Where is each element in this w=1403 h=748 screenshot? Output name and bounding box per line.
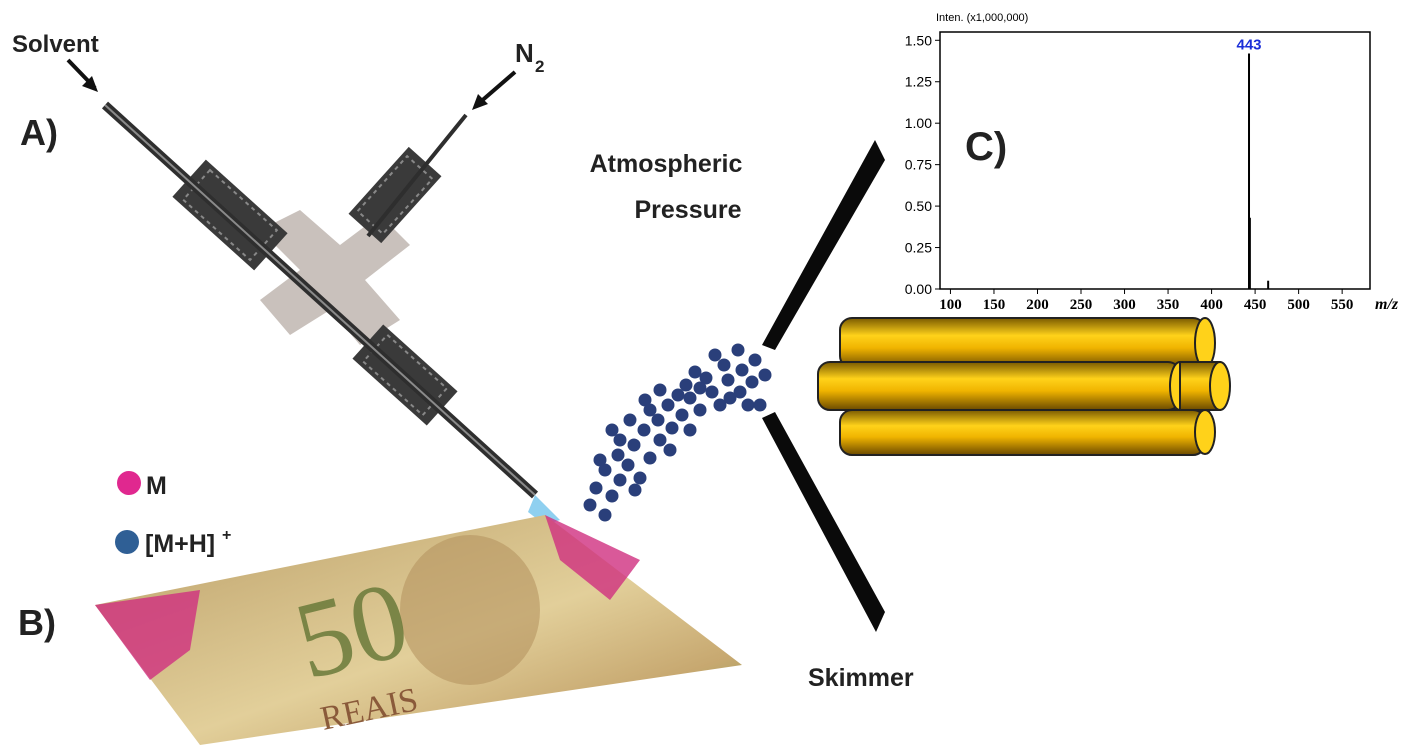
ion xyxy=(634,472,647,485)
atmospheric-label: Atmospheric xyxy=(590,150,743,178)
ion xyxy=(666,422,679,435)
ion xyxy=(629,484,642,497)
ion xyxy=(722,374,735,387)
ion xyxy=(599,509,612,522)
ion xyxy=(706,386,719,399)
ion xyxy=(594,454,607,467)
ion xyxy=(684,392,697,405)
ion xyxy=(612,449,625,462)
ion xyxy=(606,424,619,437)
ion xyxy=(724,392,737,405)
y-tick-label: 0.75 xyxy=(905,157,932,173)
x-tick-label: 500 xyxy=(1287,297,1310,313)
ion xyxy=(732,344,745,357)
x-tick-label: 100 xyxy=(939,297,962,313)
x-tick-label: 450 xyxy=(1244,297,1267,313)
ion xyxy=(622,459,635,472)
y-axis-label: Inten. (x1,000,000) xyxy=(936,12,1028,24)
x-tick-label: 400 xyxy=(1200,297,1223,313)
legend-mh-superscript: + xyxy=(222,527,231,544)
ion xyxy=(759,369,772,382)
x-tick-label: 250 xyxy=(1070,297,1093,313)
y-tick-label: 0.25 xyxy=(905,240,932,256)
ion xyxy=(754,399,767,412)
ion xyxy=(614,474,627,487)
ion xyxy=(742,399,755,412)
ion xyxy=(624,414,637,427)
ion xyxy=(749,354,762,367)
ion xyxy=(584,499,597,512)
ion xyxy=(709,349,722,362)
diagram: 50 REAIS Solvent N 2 A) B) C) Atmospheri… xyxy=(0,0,1403,748)
pressure-label: Pressure xyxy=(634,196,741,224)
x-tick-label: 150 xyxy=(983,297,1006,313)
sprayer xyxy=(68,60,560,525)
solvent-label: Solvent xyxy=(12,31,99,58)
ion-plume xyxy=(584,344,772,522)
ion xyxy=(606,490,619,503)
x-axis-label: m/z xyxy=(1375,296,1399,313)
n2-subscript: 2 xyxy=(535,57,544,76)
ion xyxy=(694,404,707,417)
ion xyxy=(644,404,657,417)
legend-mh-marker xyxy=(115,530,139,554)
y-tick-label: 1.00 xyxy=(905,115,932,131)
y-tick-label: 1.25 xyxy=(905,74,932,90)
ion xyxy=(694,382,707,395)
ion xyxy=(746,376,759,389)
ion xyxy=(590,482,603,495)
ion xyxy=(684,424,697,437)
panel-c-label: C) xyxy=(965,125,1007,169)
panel-a-label: A) xyxy=(20,112,58,153)
ion xyxy=(654,434,667,447)
ion xyxy=(644,452,657,465)
ion xyxy=(628,439,641,452)
ion xyxy=(664,444,677,457)
x-tick-label: 350 xyxy=(1157,297,1180,313)
y-tick-label: 1.50 xyxy=(905,32,932,48)
legend-mh: [M+H] xyxy=(145,530,215,558)
ion xyxy=(654,384,667,397)
peak-label: 443 xyxy=(1236,37,1261,54)
quadrupole xyxy=(818,318,1230,455)
skimmer-label: Skimmer xyxy=(808,664,914,692)
ion xyxy=(672,389,685,402)
x-tick-label: 200 xyxy=(1026,297,1049,313)
ion xyxy=(662,399,675,412)
y-tick-label: 0.50 xyxy=(905,198,932,214)
ion xyxy=(676,409,689,422)
x-tick-label: 300 xyxy=(1113,297,1136,313)
y-tick-label: 0.00 xyxy=(905,281,932,297)
ion xyxy=(736,364,749,377)
ion xyxy=(638,424,651,437)
n2-label: N xyxy=(515,38,534,68)
legend-m-marker xyxy=(117,471,141,495)
ion xyxy=(718,359,731,372)
x-tick-label: 550 xyxy=(1331,297,1354,313)
ion xyxy=(689,366,702,379)
legend-m: M xyxy=(146,472,167,500)
panel-b-label: B) xyxy=(18,602,56,643)
